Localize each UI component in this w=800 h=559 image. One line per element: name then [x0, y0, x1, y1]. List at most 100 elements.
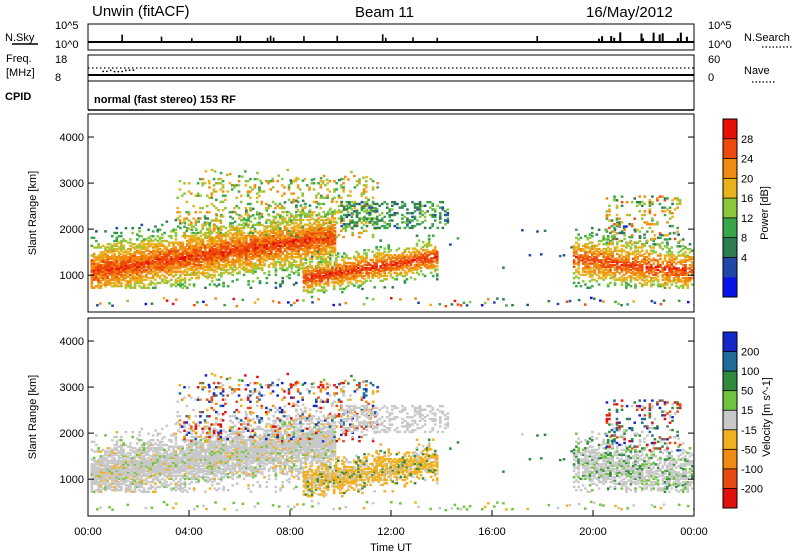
power-cell	[647, 257, 651, 260]
nsky-bar	[384, 37, 387, 42]
power-cell	[647, 260, 651, 264]
power-cell	[208, 186, 211, 189]
power-cell	[320, 226, 323, 230]
power-cell	[290, 241, 294, 244]
power-cell	[133, 260, 137, 264]
power-cell	[263, 230, 266, 233]
power-cell	[224, 255, 228, 259]
power-cell	[251, 235, 255, 238]
power-cell	[631, 265, 635, 269]
power-cell	[304, 274, 308, 278]
power-cell	[438, 213, 442, 217]
power-cell	[326, 218, 330, 222]
power-cell	[108, 243, 112, 246]
power-cell	[640, 246, 644, 249]
power-cell	[320, 228, 323, 231]
power-cell	[405, 271, 409, 275]
power-cell	[358, 231, 361, 235]
power-cell	[347, 268, 350, 271]
power-cell	[113, 262, 116, 265]
power-cell	[377, 276, 380, 279]
power-cell	[631, 272, 635, 275]
power-cell	[425, 250, 429, 254]
power-cell	[106, 262, 110, 265]
power-cell	[301, 194, 304, 197]
power-cell	[609, 251, 612, 254]
power-cell	[90, 254, 94, 257]
power-cell	[179, 264, 182, 267]
power-cell	[365, 273, 368, 276]
power-cell	[147, 241, 150, 244]
power-cell	[213, 264, 216, 267]
power-cell	[365, 224, 369, 228]
power-cell	[288, 264, 291, 267]
power-cell	[224, 198, 227, 202]
power-cell	[183, 278, 187, 281]
power-cell	[348, 213, 351, 217]
power-cell	[235, 278, 239, 281]
power-cell	[270, 247, 273, 251]
power-cell	[659, 270, 662, 273]
power-cell	[425, 245, 429, 249]
power-cell	[435, 273, 439, 276]
power-cell	[212, 225, 216, 228]
power-cell	[265, 202, 268, 206]
power-cell	[419, 247, 423, 250]
power-cell	[385, 274, 389, 278]
power-cell	[280, 184, 284, 187]
power-cell	[290, 251, 294, 254]
power-cell	[595, 264, 599, 267]
power-cell	[251, 251, 255, 254]
power-cell	[326, 274, 330, 278]
power-cell	[320, 247, 323, 251]
power-cell	[222, 284, 225, 288]
power-cell	[145, 247, 148, 251]
power-cell	[387, 271, 391, 275]
power-cell	[222, 244, 225, 248]
power-cell	[140, 241, 144, 244]
power-cell	[295, 238, 298, 241]
power-cell	[190, 223, 193, 226]
power-cell	[375, 223, 379, 226]
power-cell	[187, 211, 191, 214]
power-cell	[133, 267, 137, 270]
power-cell	[299, 220, 303, 223]
power-cell	[135, 281, 139, 285]
power-cell	[389, 266, 393, 270]
power-cell	[659, 265, 662, 269]
power-cell	[253, 217, 257, 220]
power-cell	[397, 255, 401, 258]
power-cell	[226, 241, 230, 244]
power-cell	[425, 260, 429, 263]
power-cell	[249, 262, 253, 265]
power-cell	[361, 268, 364, 271]
power-cell	[165, 255, 169, 259]
power-cell	[385, 211, 389, 215]
power-cell	[215, 254, 219, 257]
power-cell	[290, 254, 294, 257]
power-cell	[431, 250, 435, 254]
power-cell	[313, 236, 316, 240]
power-cell	[208, 264, 212, 267]
power-cell	[381, 257, 385, 260]
power-cell	[251, 225, 254, 228]
power-cell	[287, 198, 291, 202]
power-cell	[408, 219, 412, 222]
power-cell	[355, 250, 358, 254]
power-cell	[174, 257, 178, 260]
power-cell	[170, 264, 173, 267]
power-cell	[195, 252, 198, 256]
power-cell	[418, 206, 422, 209]
power-cell	[393, 260, 397, 263]
power-cell	[407, 268, 411, 271]
power-cell	[331, 225, 335, 228]
power-cell	[113, 268, 116, 272]
power-cell	[217, 257, 221, 260]
power-cell	[206, 239, 210, 243]
power-cell	[322, 287, 326, 291]
power-cell	[179, 260, 182, 264]
power-cell	[304, 276, 308, 279]
power-cell	[301, 225, 304, 228]
power-cell	[113, 267, 116, 270]
power-cell	[279, 222, 282, 225]
